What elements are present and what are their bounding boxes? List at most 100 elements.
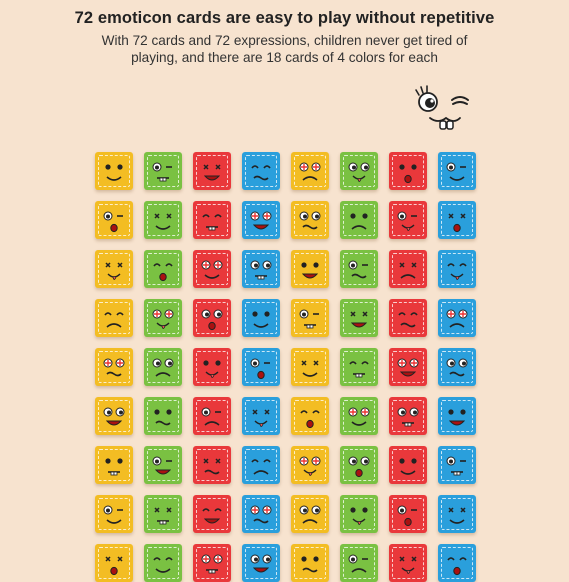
emoticon-card <box>291 152 329 190</box>
emoticon-card <box>144 544 182 582</box>
emoticon-card <box>193 250 231 288</box>
emoticon-card <box>242 201 280 239</box>
emoticon-card <box>95 397 133 435</box>
emoticon-card <box>193 397 231 435</box>
emoticon-card <box>340 299 378 337</box>
emoticon-card <box>389 495 427 533</box>
emoticon-card <box>144 152 182 190</box>
winking-face-icon <box>415 85 469 130</box>
emoticon-card <box>438 250 476 288</box>
emoticon-card <box>389 299 427 337</box>
emoticon-face-icon <box>448 213 466 233</box>
emoticon-card <box>291 495 329 533</box>
emoticon-card <box>389 397 427 435</box>
emoticon-card <box>144 397 182 435</box>
emoticon-face-icon <box>105 164 123 181</box>
emoticon-face-icon <box>103 505 123 524</box>
emoticon-face-icon <box>301 360 319 377</box>
emoticon-face-icon <box>350 507 368 525</box>
emoticon-card <box>291 299 329 337</box>
emoticon-card <box>144 250 182 288</box>
emoticon-card <box>340 544 378 582</box>
emoticon-face-icon <box>105 556 123 576</box>
emoticon-card <box>193 152 231 190</box>
emoticon-face-icon <box>202 214 222 231</box>
emoticon-face-icon <box>251 459 271 475</box>
emoticon-card <box>438 348 476 386</box>
emoticon-card <box>95 348 133 386</box>
emoticon-card <box>438 495 476 533</box>
emoticon-face-icon <box>448 507 466 524</box>
emoticon-face-icon <box>103 358 125 377</box>
emoticon-face-icon <box>201 407 221 426</box>
emoticon-face-icon <box>201 260 223 279</box>
emoticon-card <box>144 299 182 337</box>
emoticon-face-icon <box>446 309 468 328</box>
emoticon-card <box>144 201 182 239</box>
emoticon-card <box>340 397 378 435</box>
emoticon-face-icon <box>250 554 272 573</box>
emoticon-face-icon <box>252 409 270 427</box>
emoticon-face-icon <box>301 262 319 279</box>
emoticon-face-icon <box>299 211 321 230</box>
emoticon-face-icon <box>251 165 271 181</box>
emoticon-face-icon <box>348 554 368 573</box>
emoticon-card <box>193 495 231 533</box>
page-title: 72 emoticon cards are easy to play witho… <box>74 9 495 27</box>
emoticon-card <box>193 299 231 337</box>
emoticon-card <box>389 544 427 582</box>
subtitle-line-1: With 72 cards and 72 expressions, childr… <box>101 33 468 48</box>
emoticon-card <box>95 495 133 533</box>
emoticon-face-icon <box>152 358 174 377</box>
emoticon-card <box>438 544 476 582</box>
emoticon-face-icon <box>154 409 172 426</box>
emoticon-face-icon <box>250 211 272 230</box>
emoticon-card <box>193 348 231 386</box>
emoticon-face-icon <box>399 458 417 475</box>
emoticon-face-icon <box>105 262 123 280</box>
emoticon-card <box>389 446 427 484</box>
emoticon-card <box>242 446 280 484</box>
emoticon-face-icon <box>202 508 222 524</box>
emoticon-face-icon <box>299 162 321 181</box>
emoticon-card <box>340 250 378 288</box>
emoticon-face-icon <box>399 556 417 574</box>
emoticon-card <box>291 544 329 582</box>
emoticon-card <box>95 446 133 484</box>
emoticon-card <box>144 495 182 533</box>
emoticon-face-icon <box>154 507 172 525</box>
emoticon-face-icon <box>349 361 369 378</box>
emoticon-card <box>438 299 476 337</box>
emoticon-face-icon <box>299 456 321 476</box>
emoticon-card <box>95 201 133 239</box>
emoticon-face-icon <box>104 312 124 328</box>
emoticon-card <box>144 446 182 484</box>
emoticon-face-icon <box>250 260 272 280</box>
emoticon-card <box>291 348 329 386</box>
emoticon-face-icon <box>398 312 418 328</box>
emoticon-card <box>242 250 280 288</box>
emoticon-face-icon <box>299 505 321 524</box>
emoticon-face-icon <box>399 262 417 279</box>
emoticon-face-icon <box>397 211 417 231</box>
emoticon-card <box>95 152 133 190</box>
emoticon-face-icon <box>397 505 417 527</box>
emoticon-face-icon <box>203 360 221 378</box>
emoticon-card <box>95 544 133 582</box>
emoticon-face-icon <box>203 458 221 475</box>
emoticon-card <box>389 250 427 288</box>
emoticon-card <box>291 201 329 239</box>
emoticon-card <box>242 299 280 337</box>
emoticon-card <box>193 201 231 239</box>
emoticon-card <box>291 250 329 288</box>
emoticon-card <box>144 348 182 386</box>
emoticon-card <box>193 544 231 582</box>
emoticon-face-icon <box>397 407 419 427</box>
emoticon-face-icon <box>153 557 173 573</box>
emoticon-card <box>242 397 280 435</box>
emoticon-face-icon <box>103 407 125 426</box>
emoticon-card <box>340 495 378 533</box>
emoticon-face-icon <box>152 309 174 329</box>
emoticon-card-grid <box>95 152 476 582</box>
emoticon-face-icon <box>446 358 468 377</box>
